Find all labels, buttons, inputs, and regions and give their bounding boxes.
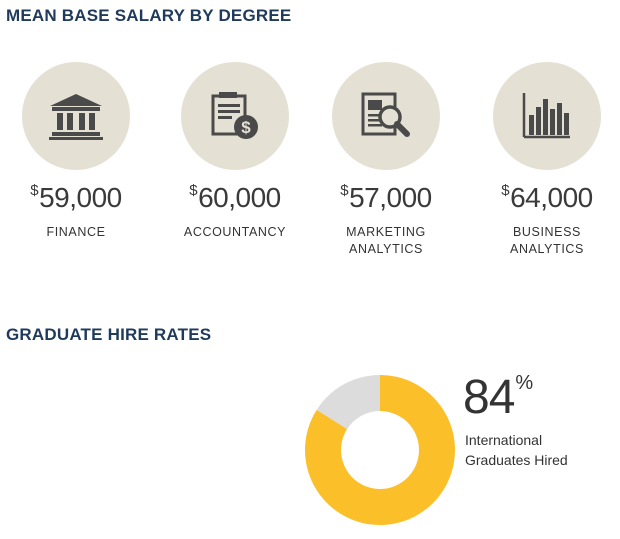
- report-magnifier-icon: [361, 92, 410, 137]
- icon-circle: [332, 62, 440, 170]
- degree-label: ACCOUNTANCY: [183, 225, 287, 239]
- icon-circle: [22, 62, 130, 170]
- svg-text:$: $: [241, 118, 251, 137]
- salary-amount: $59,000: [30, 182, 122, 213]
- bar-chart-icon: [522, 93, 570, 139]
- icon-circle: [493, 62, 601, 170]
- hire-rate-donut: [305, 375, 455, 525]
- degree-label: BUSINESS ANALYTICS: [510, 225, 584, 256]
- salary-item-business-analytics: $64,000 BUSINESS ANALYTICS: [472, 62, 620, 258]
- degree-label: MARKETING ANALYTICS: [346, 225, 426, 256]
- hire-rate-label: International Graduates Hired: [465, 432, 568, 468]
- invoice-dollar-icon: $: [211, 92, 258, 139]
- degree-label: FINANCE: [46, 225, 106, 239]
- donut-remaining-segment: [316, 375, 380, 430]
- salary-row: $59,000 FINANCE $ $60,000 ACCOUNTANCY: [0, 62, 620, 272]
- salary-item-accountancy: $ $60,000 ACCOUNTANCY: [160, 62, 310, 241]
- bank-icon: [49, 94, 103, 140]
- salary-amount: $60,000: [189, 182, 281, 213]
- salary-item-marketing-analytics: $57,000 MARKETING ANALYTICS: [311, 62, 461, 258]
- salary-amount: $57,000: [340, 182, 432, 213]
- salary-item-finance: $59,000 FINANCE: [1, 62, 151, 241]
- donut-filled-segment: [305, 375, 455, 525]
- icon-circle: $: [181, 62, 289, 170]
- salary-section-title: MEAN BASE SALARY BY DEGREE: [6, 6, 292, 25]
- salary-amount: $64,000: [501, 182, 593, 213]
- hire-section-title: GRADUATE HIRE RATES: [6, 325, 212, 344]
- hire-rate-value: 84%: [463, 371, 533, 424]
